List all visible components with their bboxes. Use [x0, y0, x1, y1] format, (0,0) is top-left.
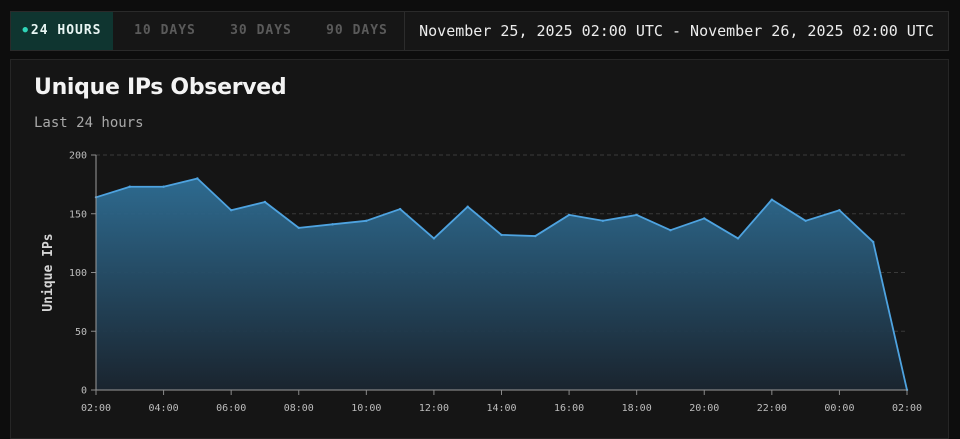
active-dot-icon: ● [22, 25, 29, 35]
x-tick-label: 12:00 [419, 403, 449, 414]
y-tick-label: 100 [69, 268, 87, 279]
tab-label: 90 DAYS [326, 23, 388, 38]
date-range-label: November 25, 2025 02:00 UTC - November 2… [419, 22, 934, 40]
y-tick-label: 0 [81, 386, 87, 397]
x-tick-label: 02:00 [892, 403, 922, 414]
data-point [128, 185, 131, 188]
data-point [770, 198, 774, 201]
data-point [162, 185, 165, 188]
data-point [466, 205, 469, 208]
tab-label: 10 DAYS [134, 23, 196, 38]
data-point [229, 209, 233, 212]
data-point [804, 219, 807, 222]
data-point [365, 219, 368, 222]
tab-24-hours[interactable]: ● 24 HOURS [11, 12, 113, 50]
x-tick-label: 04:00 [149, 403, 179, 414]
x-tick-label: 20:00 [689, 403, 719, 414]
data-point [872, 240, 875, 244]
tab-label: 30 DAYS [230, 23, 292, 38]
data-point [601, 219, 605, 222]
area-chart: 0 50 100 150 200 02:00 04:00 06:00 08:00 10:00 12:… [41, 151, 922, 415]
y-tick-label: 200 [69, 151, 87, 162]
tab-90-days[interactable]: 90 DAYS [307, 12, 407, 50]
x-tick-label: 06:00 [216, 403, 246, 414]
x-tick-label: 18:00 [622, 403, 652, 414]
data-point [196, 177, 199, 180]
data-point [635, 213, 638, 217]
x-tick-label: 08:00 [284, 403, 314, 414]
chart-subtitle: Last 24 hours [34, 115, 144, 131]
x-tick-label: 14:00 [486, 403, 516, 414]
y-tick-label: 150 [69, 209, 87, 220]
chart-title: Unique IPs Observed [34, 75, 287, 100]
data-point [736, 237, 740, 240]
data-point [534, 234, 537, 238]
data-point [567, 213, 571, 217]
x-tick-label: 10:00 [351, 403, 381, 414]
data-point [703, 217, 706, 220]
data-point [331, 223, 334, 226]
data-point [500, 233, 503, 237]
y-tick-label: 50 [75, 327, 87, 338]
time-range-bar: ● 24 HOURS 10 DAYS 30 DAYS 90 DAYS Novemb… [10, 11, 949, 51]
tab-10-days[interactable]: 10 DAYS [115, 12, 215, 50]
tab-label: 24 HOURS [30, 23, 102, 38]
x-tick-label: 22:00 [757, 403, 787, 414]
x-tick-label: 16:00 [554, 403, 584, 414]
tab-30-days[interactable]: 30 DAYS [211, 12, 311, 50]
x-tick-label: 00:00 [824, 403, 854, 414]
data-point [838, 209, 841, 212]
data-point [398, 207, 402, 211]
chart-panel: Unique IPs Observed Last 24 hours 0 50 100… [10, 59, 949, 439]
data-point [669, 229, 672, 232]
divider [404, 12, 405, 50]
y-axis-label: Unique IPs [41, 233, 56, 311]
data-point [297, 226, 300, 230]
data-point [432, 237, 436, 240]
series-area [96, 178, 907, 390]
x-tick-label: 02:00 [81, 403, 111, 414]
data-point [263, 200, 267, 204]
